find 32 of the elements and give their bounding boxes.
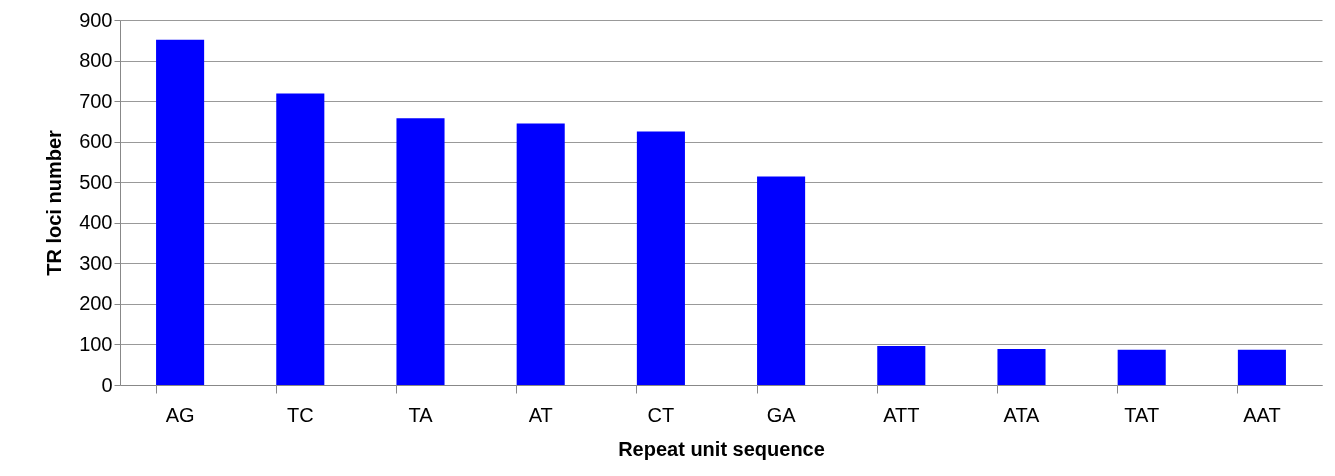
y-tick-label: 900 bbox=[79, 8, 113, 31]
x-tick-label: ATA bbox=[1003, 403, 1041, 426]
x-tick-label: TA bbox=[408, 403, 434, 426]
x-tick-label: AG bbox=[165, 403, 195, 426]
x-tick-label: TAT bbox=[1124, 403, 1160, 426]
bar bbox=[1237, 349, 1286, 385]
x-tick-label: CT bbox=[647, 403, 675, 426]
y-tick-label: 200 bbox=[79, 292, 113, 315]
y-tick-label: 0 bbox=[101, 373, 113, 396]
y-tick-label: 400 bbox=[79, 211, 113, 234]
bar bbox=[1117, 349, 1166, 385]
bar bbox=[396, 118, 445, 385]
y-tick-label: 500 bbox=[79, 170, 113, 193]
y-tick-label: 300 bbox=[79, 251, 113, 274]
x-tick-label: AAT bbox=[1243, 403, 1281, 426]
x-axis-title: Repeat unit sequence bbox=[618, 437, 825, 460]
bar bbox=[276, 93, 325, 385]
bar bbox=[636, 131, 685, 385]
y-tick-label: 700 bbox=[79, 89, 113, 112]
x-tick-label: GA bbox=[766, 403, 797, 426]
x-tick-label: AT bbox=[528, 403, 553, 426]
bar bbox=[877, 346, 926, 385]
x-tick-label: TC bbox=[286, 403, 314, 426]
y-axis-title: TR loci number bbox=[43, 130, 66, 276]
y-tick-label: 100 bbox=[79, 332, 113, 355]
bar bbox=[997, 348, 1046, 385]
bar bbox=[757, 176, 806, 385]
y-tick-label: 600 bbox=[79, 130, 113, 153]
y-tick-label: 800 bbox=[79, 49, 113, 72]
bar bbox=[156, 39, 205, 385]
x-tick-label: ATT bbox=[883, 403, 920, 426]
bar bbox=[516, 123, 565, 385]
